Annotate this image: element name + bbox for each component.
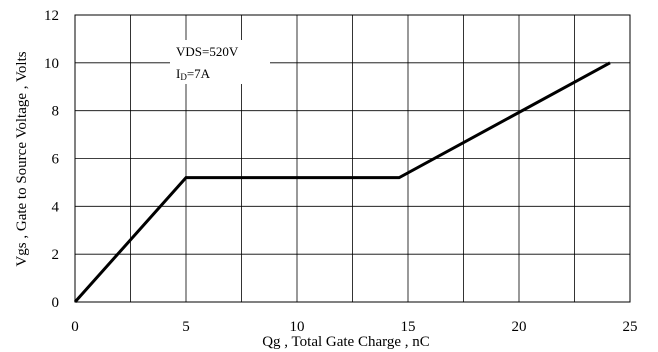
- annotation-id-rest: =7A: [187, 66, 211, 81]
- y-tick-label: 6: [52, 152, 60, 168]
- x-tick-label: 15: [401, 319, 416, 335]
- annotation-box: VDS=520V ID=7A: [170, 40, 270, 84]
- annotation-id-main: I: [176, 66, 180, 81]
- y-tick-label: 8: [52, 104, 60, 120]
- x-tick-label: 20: [512, 319, 527, 335]
- series-line: [73, 61, 611, 303]
- annotation-id-sub: D: [180, 72, 187, 82]
- y-tick-label: 2: [52, 247, 60, 263]
- x-tick-label: 0: [71, 319, 79, 335]
- y-tick-label: 0: [52, 295, 60, 311]
- x-tick-label: 10: [290, 319, 305, 335]
- y-tick-label: 4: [52, 199, 60, 215]
- annotation-background: [170, 40, 270, 84]
- x-axis-label: Qg , Total Gate Charge , nC: [262, 334, 430, 350]
- x-tick-labels: 0 5 10 15 20 25: [71, 319, 637, 335]
- y-tick-label: 10: [44, 56, 59, 72]
- y-tick-label: 12: [44, 8, 59, 24]
- x-tick-label: 25: [623, 319, 638, 335]
- annotation-vds: VDS=520V: [176, 44, 239, 59]
- x-tick-label: 5: [182, 319, 190, 335]
- y-tick-labels: 0 2 4 6 8 10 12: [44, 8, 60, 311]
- series-group: [73, 61, 611, 303]
- grid-lines: [74, 14, 631, 303]
- plot-frame: [74, 14, 631, 303]
- y-axis-label: Vgs , Gate to Source Voltage , Volts: [14, 51, 30, 266]
- annotation-id: ID=7A: [176, 66, 211, 82]
